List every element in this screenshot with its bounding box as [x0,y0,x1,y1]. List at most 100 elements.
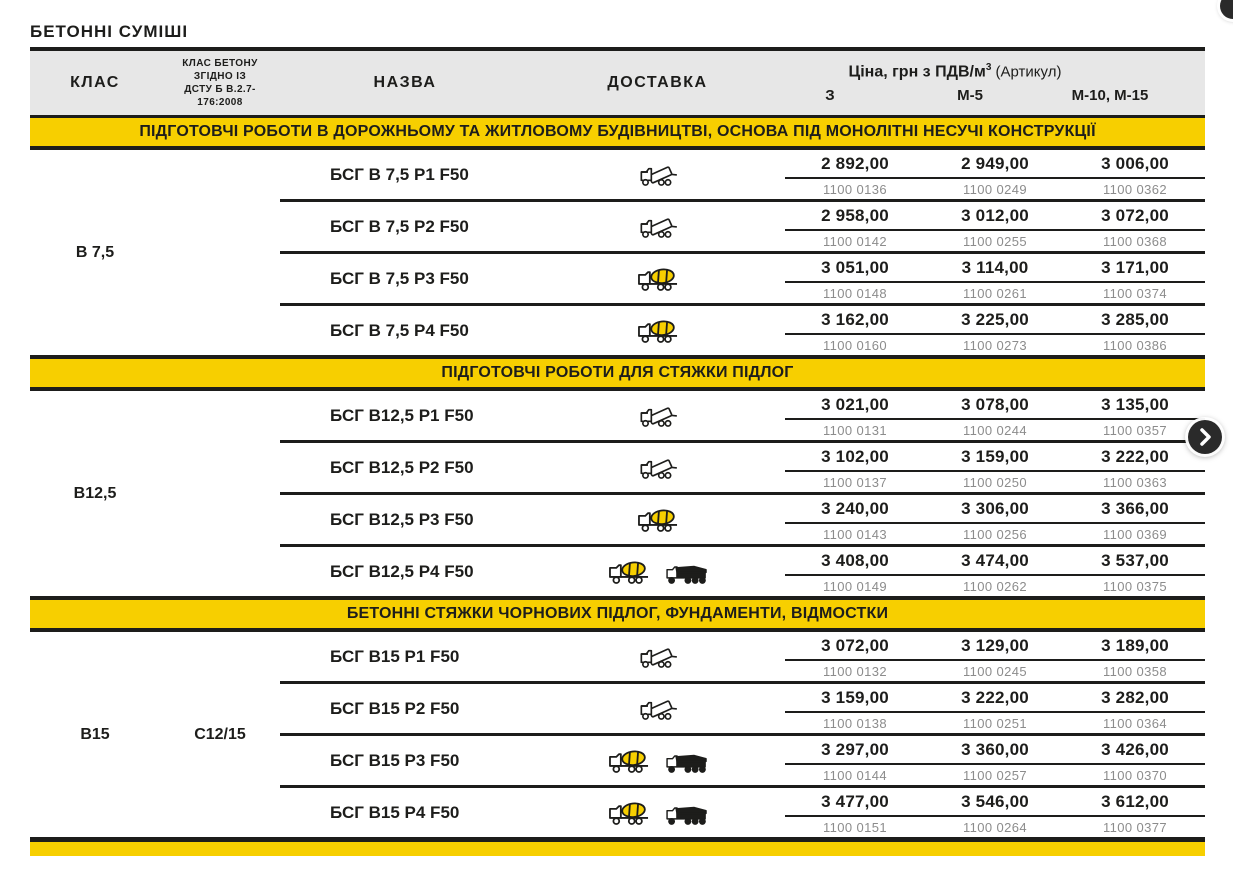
price-value: 3 546,00 [925,788,1065,817]
price-value: 2 949,00 [925,150,1065,179]
top-right-partial-button[interactable] [1220,0,1233,19]
price-value: 3 006,00 [1065,150,1205,179]
product-row: БСГ В15 Р1 F50 3 072,00 3 129,00 3 189,0… [280,632,1205,684]
product-row: БСГ В12,5 Р2 F50 3 102,00 3 159,00 3 222… [280,443,1205,495]
dump-truck-icon [638,160,678,189]
product-row: БСГ В15 Р2 F50 3 159,00 3 222,00 3 282,0… [280,684,1205,736]
product-row: БСГ В15 Р4 F50 3 477,00 3 546,00 3 612,0… [280,788,1205,837]
article-value: 1100 0357 [1102,422,1168,438]
article-value: 1100 0362 [1102,181,1168,197]
article-value: 1100 0142 [822,233,888,249]
article-value: 1100 0138 [822,715,888,731]
delivery-cell [530,632,785,681]
article-value: 1100 0262 [962,578,1028,594]
section-title: ПІДГОТОВЧІ РОБОТИ В ДОРОЖНЬОМУ ТА ЖИТЛОВ… [139,123,1096,140]
article-value: 1100 0256 [962,526,1028,542]
price-value: 3 306,00 [925,495,1065,524]
product-name: БСГ В 7,5 Р1 F50 [330,164,469,184]
article-value: 1100 0377 [1102,819,1168,835]
price-value: 3 129,00 [925,632,1065,661]
product-name: БСГ В12,5 Р2 F50 [330,457,474,477]
article-value: 1100 0368 [1102,233,1168,249]
article-value: 1100 0244 [962,422,1028,438]
next-section-band-partial [30,837,1205,856]
article-value: 1100 0273 [962,337,1028,353]
dump-truck-icon [638,642,678,671]
product-row: БСГ В12,5 Р3 F50 3 240,00 3 306,00 3 366… [280,495,1205,547]
header-price-group: Ціна, грн з ПДВ/м3 (Артикул) З М-5 М-10,… [785,51,1205,115]
article-value: 1100 0151 [822,819,888,835]
dump-truck-icon [638,401,678,430]
product-row: БСГ В 7,5 Р1 F50 2 892,00 2 949,00 3 006… [280,150,1205,202]
header-price-col-m10-m15: М-10, М-15 [1071,86,1149,104]
price-title-text: Ціна, грн з ПДВ/м [848,63,986,81]
price-value: 3 162,00 [785,306,925,335]
article-value: 1100 0261 [962,285,1028,301]
header-dstu-line: КЛАС БЕТОНУ [182,58,258,69]
price-section: БЕТОННІ СТЯЖКИ ЧОРНОВИХ ПІДЛОГ, ФУНДАМЕН… [30,596,1205,837]
delivery-cell [530,788,785,837]
price-value: 3 102,00 [785,443,925,472]
article-value: 1100 0251 [962,715,1028,731]
delivery-cell [530,443,785,492]
section-title: ПІДГОТОВЧІ РОБОТИ ДЛЯ СТЯЖКИ ПІДЛОГ [441,364,794,381]
article-value: 1100 0160 [822,337,888,353]
mixer-truck-icon [607,798,651,827]
next-page-button[interactable] [1188,420,1222,454]
price-value: 3 366,00 [1065,495,1205,524]
pump-truck-icon [665,746,709,775]
price-value: 3 477,00 [785,788,925,817]
pump-truck-icon [665,557,709,586]
article-value: 1100 0131 [822,422,888,438]
product-name: БСГ В15 Р1 F50 [330,646,460,666]
header-class-dstu: КЛАС БЕТОНУ ЗГІДНО ІЗ ДСТУ Б В.2.7- 176:… [160,51,280,115]
header-price-col-m5: М-5 [957,86,983,104]
article-value: 1100 0257 [962,767,1028,783]
price-value: 3 297,00 [785,736,925,765]
product-name: БСГ В15 Р3 F50 [330,750,460,770]
price-value: 3 474,00 [925,547,1065,576]
price-value: 3 072,00 [1065,202,1205,231]
article-value: 1100 0386 [1102,337,1168,353]
product-name: БСГ В12,5 Р1 F50 [330,405,474,425]
article-value: 1100 0363 [1102,474,1168,490]
class-label: В15 [80,725,110,743]
price-value: 3 021,00 [785,391,925,420]
price-table: КЛАС КЛАС БЕТОНУ ЗГІДНО ІЗ ДСТУ Б В.2.7-… [30,47,1205,856]
header-dstu-line: ДСТУ Б В.2.7- [184,84,256,95]
article-value: 1100 0143 [822,526,888,542]
price-value: 3 159,00 [925,443,1065,472]
dump-truck-icon [638,694,678,723]
product-name: БСГ В12,5 Р3 F50 [330,509,474,529]
section-title: БЕТОННІ СТЯЖКИ ЧОРНОВИХ ПІДЛОГ, ФУНДАМЕН… [346,605,889,622]
article-value: 1100 0245 [962,663,1028,679]
delivery-cell [530,150,785,199]
header-price-subcolumns: З М-5 М-10, М-15 [760,87,1180,104]
delivery-cell [530,547,785,596]
rows: БСГ В 7,5 Р1 F50 2 892,00 2 949,00 3 006… [280,150,1205,355]
price-title-artikul: (Артикул) [991,63,1062,81]
article-value: 1100 0375 [1102,578,1168,594]
price-value: 3 189,00 [1065,632,1205,661]
product-row: БСГ В12,5 Р1 F50 3 021,00 3 078,00 3 135… [280,391,1205,443]
mixer-truck-icon [636,264,680,293]
price-value: 3 285,00 [1065,306,1205,335]
delivery-cell [530,684,785,733]
class-group: В12,5 БСГ В12,5 Р1 F50 3 021,00 3 078,00… [30,391,1205,596]
price-value: 3 537,00 [1065,547,1205,576]
price-value: 3 240,00 [785,495,925,524]
class-group: В 7,5 БСГ В 7,5 Р1 F50 2 892,00 2 949,00… [30,150,1205,355]
header-price-col-z: З [825,86,835,104]
article-value: 1100 0144 [822,767,888,783]
price-section: ПІДГОТОВЧІ РОБОТИ ДЛЯ СТЯЖКИ ПІДЛОГ В12,… [30,355,1205,596]
product-name: БСГ В 7,5 Р3 F50 [330,268,469,288]
price-value: 3 222,00 [1065,443,1205,472]
rows: БСГ В15 Р1 F50 3 072,00 3 129,00 3 189,0… [280,632,1205,837]
article-value: 1100 0148 [822,285,888,301]
price-value: 3 408,00 [785,547,925,576]
price-value: 3 222,00 [925,684,1065,713]
article-value: 1100 0364 [1102,715,1168,731]
product-row: БСГ В15 Р3 F50 3 297,00 3 360,00 3 426,0… [280,736,1205,788]
product-row: БСГ В 7,5 Р2 F50 2 958,00 3 012,00 3 072… [280,202,1205,254]
class-dstu-label: С12/15 [194,725,246,743]
